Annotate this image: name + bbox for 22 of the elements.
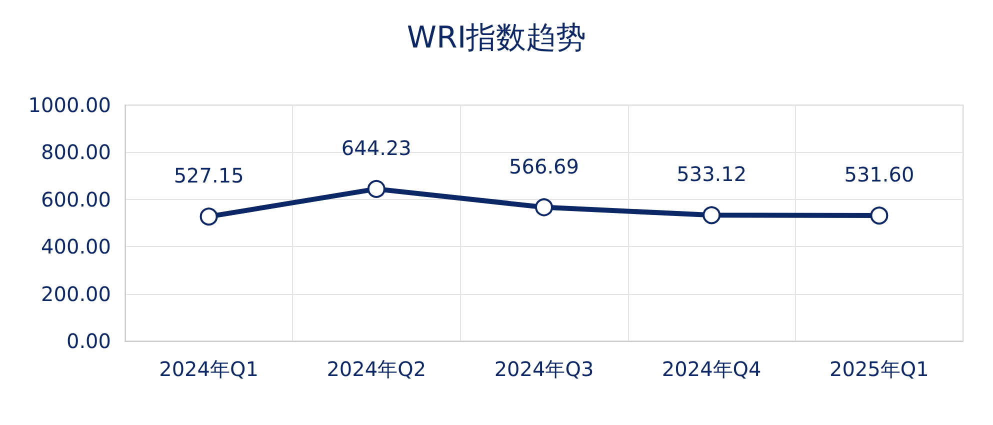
data-label: 527.15 — [174, 164, 244, 188]
data-label: 566.69 — [509, 154, 579, 178]
point — [702, 206, 721, 224]
y-tick-label: 1000.00 — [28, 93, 111, 117]
data-label: 644.23 — [341, 136, 412, 160]
y-tick-label: 600.00 — [41, 187, 111, 212]
x-tick-label: 2024年Q1 — [159, 357, 258, 381]
y-tick-label: 800.00 — [41, 140, 111, 164]
chart-title: WRI指数趋势 — [406, 20, 586, 56]
point — [200, 208, 218, 226]
x-tick-label: 2025年Q1 — [830, 357, 929, 381]
data-label: 533.12 — [676, 162, 747, 186]
x-tick-label: 2024年Q2 — [326, 357, 426, 381]
data-label: 531.60 — [844, 162, 914, 187]
point — [535, 198, 553, 216]
y-tick-label: 400.00 — [41, 234, 111, 259]
point — [870, 206, 888, 225]
x-tick-label: 2024年Q3 — [494, 357, 594, 381]
y-tick-label: 0.00 — [66, 329, 111, 353]
point — [367, 180, 386, 198]
x-tick-label: 2024年Q4 — [662, 357, 762, 381]
y-tick-label: 200.00 — [41, 282, 111, 306]
